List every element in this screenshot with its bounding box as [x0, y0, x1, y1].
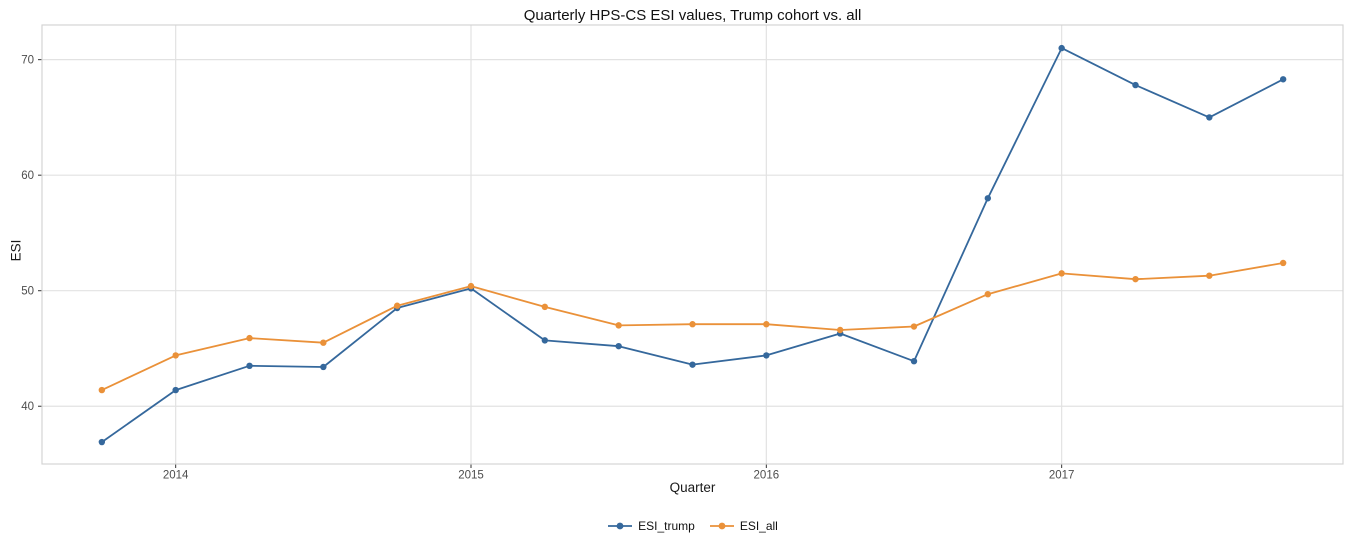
legend-item-esi-trump: ESI_trump	[607, 519, 695, 533]
data-point-ESI_all	[763, 321, 770, 328]
y-tick-label: 70	[21, 55, 34, 67]
data-point-ESI_all	[1132, 275, 1139, 283]
x-tick-label: 2016	[754, 470, 780, 482]
data-point-ESI_all	[246, 334, 253, 342]
data-point-ESI_all	[320, 339, 327, 346]
legend-key-line-dot-icon	[608, 522, 633, 530]
data-point-ESI_all	[910, 323, 918, 330]
series-line-ESI_trump	[101, 47, 1284, 443]
y-tick-label: 50	[21, 286, 34, 298]
data-point-ESI_trump	[1058, 44, 1065, 52]
data-point-ESI_trump	[615, 342, 622, 350]
chart-legend: ESI_trump ESI_all	[42, 519, 1343, 533]
data-point-ESI_trump	[320, 363, 327, 371]
data-point-ESI_trump	[1279, 76, 1287, 83]
data-point-ESI_all	[615, 322, 622, 329]
x-tick-label: 2015	[458, 470, 484, 482]
data-point-ESI_trump	[541, 337, 549, 344]
data-point-ESI_trump	[1132, 81, 1139, 89]
data-point-ESI_trump	[910, 357, 918, 365]
data-point-ESI_all	[1206, 272, 1213, 279]
data-point-ESI_trump	[689, 361, 696, 368]
chart-title: Quarterly HPS-CS ESI values, Trump cohor…	[523, 7, 862, 24]
data-point-ESI_all	[172, 352, 179, 359]
data-point-ESI_trump	[246, 362, 253, 370]
legend-key-line-dot-icon	[709, 522, 734, 530]
data-point-ESI_all	[467, 282, 475, 290]
data-point-ESI_all	[98, 386, 106, 394]
panel-border	[41, 24, 1344, 465]
data-point-ESI_trump	[98, 438, 106, 446]
data-point-ESI_all	[984, 290, 992, 298]
data-point-ESI_trump	[763, 352, 770, 359]
x-tick-label: 2014	[163, 470, 189, 482]
y-tick-label: 60	[21, 170, 34, 182]
data-point-ESI_trump	[1206, 114, 1213, 121]
data-point-ESI_all	[541, 303, 549, 311]
data-point-ESI_all	[1279, 259, 1287, 267]
data-point-ESI_all	[689, 321, 696, 328]
x-tick-label: 2017	[1049, 470, 1075, 482]
data-point-ESI_all	[836, 326, 844, 334]
legend-item-esi-all: ESI_all	[709, 519, 778, 533]
legend-label-esi-all: ESI_all	[739, 519, 778, 533]
legend-label-esi-trump: ESI_trump	[638, 519, 695, 533]
data-point-ESI_all	[1058, 270, 1065, 277]
data-point-ESI_all	[393, 302, 401, 309]
y-tick-label: 40	[21, 401, 34, 413]
x-axis-title: Quarter	[669, 480, 716, 495]
y-axis-title: ESI	[8, 239, 24, 262]
data-point-ESI_trump	[172, 386, 179, 394]
data-point-ESI_trump	[984, 195, 992, 202]
